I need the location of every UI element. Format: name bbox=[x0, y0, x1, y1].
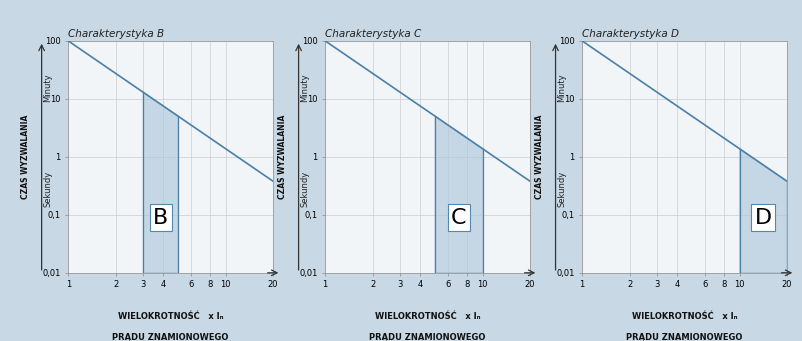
Text: D: D bbox=[754, 208, 771, 228]
Text: Minuty: Minuty bbox=[557, 73, 565, 102]
Text: B: B bbox=[153, 208, 168, 228]
Text: Charakterystyka D: Charakterystyka D bbox=[581, 29, 678, 39]
Text: PRĄDU ZNAMIONOWEGO: PRĄDU ZNAMIONOWEGO bbox=[369, 333, 485, 341]
Text: C: C bbox=[451, 208, 466, 228]
Text: Charakterystyka C: Charakterystyka C bbox=[325, 29, 421, 39]
Text: PRĄDU ZNAMIONOWEGO: PRĄDU ZNAMIONOWEGO bbox=[112, 333, 229, 341]
Polygon shape bbox=[739, 149, 786, 273]
Polygon shape bbox=[435, 116, 482, 273]
Text: CZAS WYZWALANIA: CZAS WYZWALANIA bbox=[534, 115, 543, 199]
Text: WIELOKROTNOŚĆ   x Iₙ: WIELOKROTNOŚĆ x Iₙ bbox=[631, 312, 736, 321]
Text: Minuty: Minuty bbox=[300, 73, 309, 102]
Text: WIELOKROTNOŚĆ   x Iₙ: WIELOKROTNOŚĆ x Iₙ bbox=[375, 312, 480, 321]
Text: Sekundy: Sekundy bbox=[300, 171, 309, 207]
Text: Sekundy: Sekundy bbox=[557, 171, 565, 207]
Text: PRĄDU ZNAMIONOWEGO: PRĄDU ZNAMIONOWEGO bbox=[626, 333, 742, 341]
Text: Sekundy: Sekundy bbox=[43, 171, 52, 207]
Text: Charakterystyka B: Charakterystyka B bbox=[68, 29, 164, 39]
Text: CZAS WYZWALANIA: CZAS WYZWALANIA bbox=[277, 115, 286, 199]
Text: CZAS WYZWALANIA: CZAS WYZWALANIA bbox=[21, 115, 30, 199]
Polygon shape bbox=[144, 92, 178, 273]
Text: Minuty: Minuty bbox=[43, 73, 52, 102]
Text: WIELOKROTNOŚĆ   x Iₙ: WIELOKROTNOŚĆ x Iₙ bbox=[118, 312, 223, 321]
